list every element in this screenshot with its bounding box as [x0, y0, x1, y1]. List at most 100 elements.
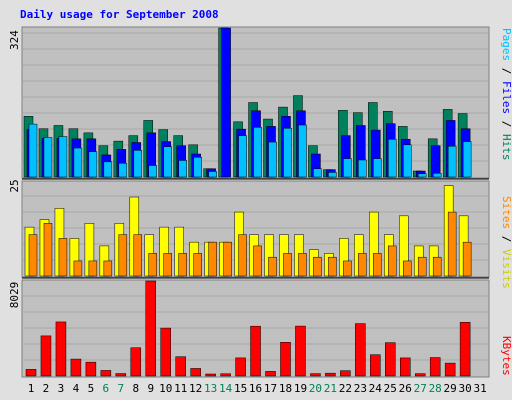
- bar-kbytes-day-5: [85, 361, 97, 377]
- bar-sites-day-26: [403, 260, 412, 277]
- bar-files-day-14: [221, 27, 231, 178]
- x-tick-label-day-28: 28: [429, 382, 442, 395]
- bar-sites-day-19: [298, 253, 307, 277]
- svg-text:Sites / Visits: Sites / Visits: [500, 196, 512, 289]
- bar-kbytes-day-4: [70, 358, 82, 377]
- x-tick-label-day-26: 26: [399, 382, 412, 395]
- x-tick-label-day-31: 31: [473, 382, 486, 395]
- bar-pages-day-10: [163, 146, 172, 178]
- hits-ymax-label: 324: [8, 30, 21, 50]
- bar-sites-day-22: [343, 260, 352, 277]
- kbytes-ymax-label: 8029: [8, 282, 21, 309]
- bar-sites-day-24: [373, 253, 382, 277]
- bar-kbytes-day-16: [250, 325, 261, 377]
- bar-sites-day-30: [462, 241, 472, 277]
- bar-pages-day-29: [447, 145, 457, 178]
- bar-sites-day-13: [208, 241, 217, 277]
- bar-sites-day-18: [283, 253, 292, 277]
- bar-kbytes-day-19: [295, 325, 306, 377]
- bar-sites-day-17: [268, 256, 277, 277]
- bar-pages-day-21: [328, 172, 337, 178]
- bar-pages-day-15: [238, 135, 247, 178]
- bar-sites-day-10: [163, 253, 172, 277]
- visits-ymax-label: 25: [8, 179, 21, 192]
- bar-sites-day-3: [58, 238, 68, 277]
- x-tick-label-day-12: 12: [189, 382, 202, 395]
- bar-pages-day-6: [103, 161, 113, 178]
- bar-sites-day-1: [28, 234, 38, 277]
- bar-pages-day-24: [373, 158, 382, 178]
- x-tick-label-day-27: 27: [414, 382, 427, 395]
- bar-pages-day-27: [417, 173, 427, 178]
- bar-sites-day-7: [118, 234, 128, 277]
- legend-kbytes: KBytes: [500, 336, 512, 376]
- x-tick-label-day-1: 1: [28, 382, 35, 395]
- bar-sites-day-29: [447, 211, 457, 277]
- bar-kbytes-day-14: [220, 373, 231, 377]
- bar-sites-day-6: [103, 260, 113, 277]
- x-tick-label-day-17: 17: [264, 382, 277, 395]
- bar-kbytes-day-17: [265, 371, 276, 377]
- legend-visits: Visits: [500, 249, 512, 289]
- bar-kbytes-day-22: [340, 370, 351, 377]
- bar-pages-day-17: [268, 141, 277, 178]
- x-tick-label-day-30: 30: [459, 382, 472, 395]
- x-tick-label-day-16: 16: [249, 382, 262, 395]
- bar-kbytes-day-1: [25, 369, 37, 377]
- bar-pages-day-20: [313, 168, 322, 178]
- legend-sites: Sites: [500, 196, 512, 229]
- bar-pages-day-11: [178, 160, 187, 178]
- bar-kbytes-day-3: [55, 321, 67, 377]
- x-tick-label-day-19: 19: [294, 382, 307, 395]
- bar-kbytes-day-7: [115, 373, 127, 377]
- x-tick-label-day-3: 3: [58, 382, 65, 395]
- x-axis-labels: 1 2 3 4 5 6 7 8 9 10 11 12 13 14 15 16 17 18 19 20 21 22 23 24 2…: [28, 382, 487, 395]
- x-tick-label-day-14: 14: [219, 382, 233, 395]
- x-tick-label-day-6: 6: [103, 382, 110, 395]
- bar-kbytes-day-20: [310, 373, 321, 377]
- x-tick-label-day-5: 5: [88, 382, 95, 395]
- bar-files-day-28: [430, 145, 441, 178]
- x-tick-label-day-29: 29: [444, 382, 457, 395]
- bar-pages-day-19: [298, 124, 307, 178]
- bar-kbytes-day-2: [40, 335, 52, 377]
- bar-sites-day-27: [417, 256, 427, 277]
- kbytes-legend: KBytes: [500, 336, 512, 376]
- bar-kbytes-day-21: [325, 372, 336, 377]
- bar-kbytes-day-9: [145, 280, 157, 377]
- svg-text:Pages / Files / Hits: Pages / Files / Hits: [500, 28, 512, 161]
- bar-pages-day-26: [403, 144, 412, 178]
- bar-kbytes-day-27: [414, 373, 426, 377]
- x-tick-label-day-7: 7: [118, 382, 125, 395]
- bar-sites-day-16: [253, 245, 262, 277]
- x-tick-label-day-13: 13: [204, 382, 217, 395]
- bar-kbytes-day-26: [400, 357, 411, 377]
- bar-pages-day-28: [432, 173, 442, 178]
- visits-legend: Sites / Visits: [500, 196, 512, 289]
- bar-sites-day-20: [313, 256, 322, 277]
- bar-kbytes-day-6: [100, 370, 112, 377]
- chart-bars: [23, 27, 472, 377]
- bar-kbytes-day-30: [459, 322, 471, 377]
- bar-pages-day-2: [43, 137, 53, 178]
- x-tick-label-day-8: 8: [132, 382, 139, 395]
- bar-sites-day-25: [388, 245, 397, 277]
- x-tick-label-day-9: 9: [147, 382, 154, 395]
- bar-pages-day-30: [462, 141, 472, 178]
- bar-pages-day-1: [28, 123, 38, 178]
- bar-kbytes-day-28: [429, 357, 441, 377]
- bar-sites-day-2: [43, 223, 53, 277]
- bar-sites-day-12: [193, 253, 202, 277]
- legend-files: Files: [500, 81, 512, 114]
- bar-pages-day-9: [148, 165, 158, 178]
- bar-kbytes-day-15: [235, 357, 246, 377]
- bar-kbytes-day-13: [205, 373, 216, 377]
- bar-pages-day-22: [343, 158, 352, 178]
- bar-sites-day-14: [223, 241, 232, 277]
- bar-kbytes-day-24: [370, 354, 381, 377]
- x-tick-label-day-11: 11: [174, 382, 187, 395]
- bar-sites-day-23: [358, 253, 367, 277]
- bar-sites-day-9: [148, 253, 158, 277]
- x-tick-label-day-23: 23: [354, 382, 367, 395]
